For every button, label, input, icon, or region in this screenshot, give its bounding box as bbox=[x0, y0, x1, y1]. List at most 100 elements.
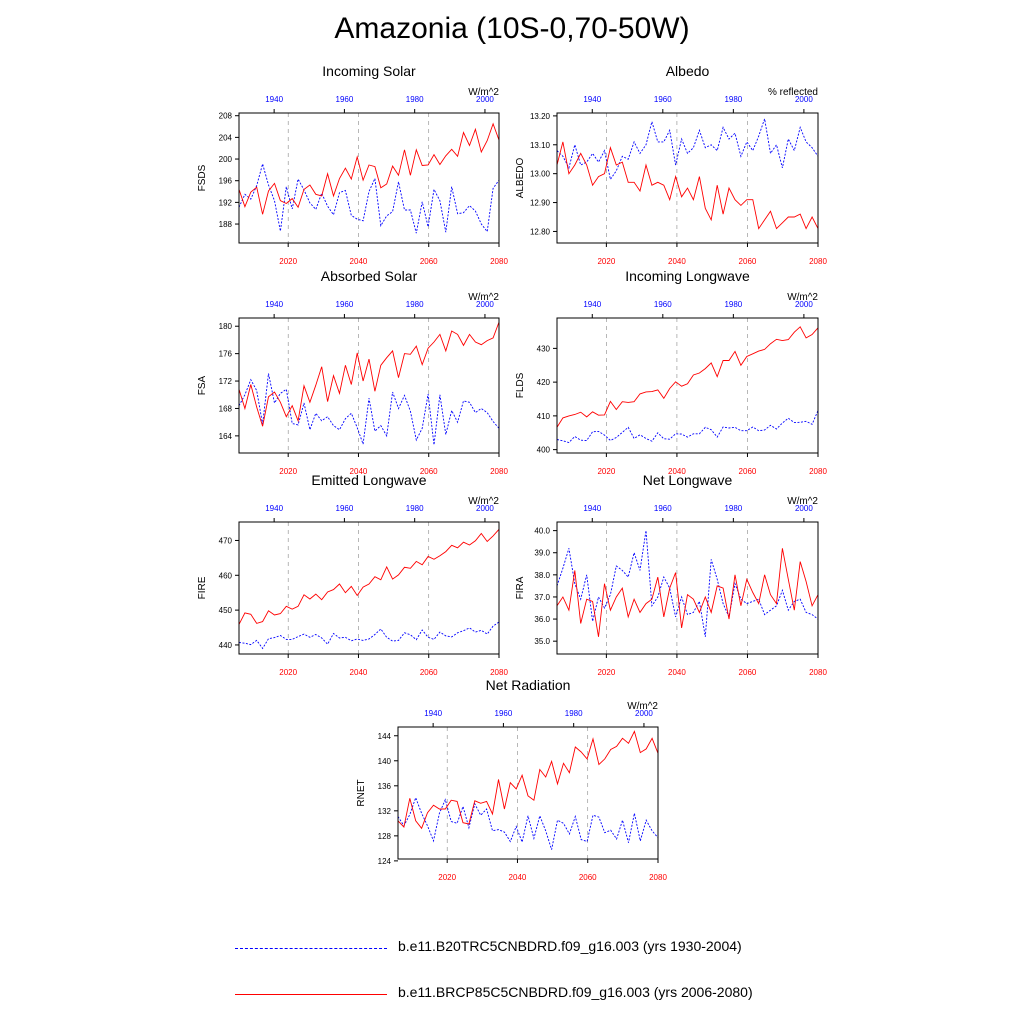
panel-units-fira: W/m^2 bbox=[787, 496, 818, 507]
series-future-fire bbox=[238, 529, 500, 625]
panel-units-albedo: % reflected bbox=[768, 87, 818, 98]
ytick-label-rnet-0: 124 bbox=[378, 857, 392, 866]
xtick-top-label-fire-1: 1960 bbox=[336, 504, 354, 513]
ytick-label-flds-0: 400 bbox=[537, 446, 551, 455]
xtick-top-label-fire-0: 1940 bbox=[265, 504, 283, 513]
xtick-bottom-label-fsa-0: 2020 bbox=[279, 467, 297, 476]
panel-units-fire: W/m^2 bbox=[468, 496, 499, 507]
series-future-fira bbox=[556, 548, 819, 637]
xtick-top-label-fsa-0: 1940 bbox=[265, 300, 283, 309]
xtick-bottom-label-fire-1: 2040 bbox=[350, 668, 368, 677]
panel-title-albedo: Albedo bbox=[666, 63, 710, 79]
series-future-albedo bbox=[556, 141, 819, 230]
legend-label-historical: b.e11.B20TRC5CNBDRD.f09_g16.003 (yrs 193… bbox=[398, 938, 742, 954]
ytick-label-rnet-4: 140 bbox=[378, 757, 392, 766]
xtick-bottom-label-albedo-1: 2040 bbox=[668, 257, 686, 266]
xtick-top-label-albedo-2: 1980 bbox=[724, 95, 742, 104]
ytick-label-fire-2: 460 bbox=[219, 571, 233, 580]
xtick-bottom-label-fsds-0: 2020 bbox=[279, 257, 297, 266]
ytick-label-rnet-1: 128 bbox=[378, 832, 392, 841]
xtick-bottom-label-rnet-1: 2040 bbox=[509, 873, 527, 882]
figure-title: Amazonia (10S-0,70-50W) bbox=[334, 12, 690, 45]
xtick-top-label-fira-3: 2000 bbox=[795, 504, 813, 513]
ylabel-flds: FLDS bbox=[515, 372, 526, 398]
series-future-flds bbox=[556, 326, 819, 428]
panel-title-flds: Incoming Longwave bbox=[625, 268, 750, 284]
ytick-label-fsds-3: 200 bbox=[219, 155, 233, 164]
ylabel-fsds: FSDS bbox=[197, 164, 208, 191]
xtick-top-label-fsa-3: 2000 bbox=[476, 300, 494, 309]
panel-units-flds: W/m^2 bbox=[787, 292, 818, 303]
series-historical-rnet bbox=[397, 796, 659, 850]
ytick-label-flds-1: 410 bbox=[537, 412, 551, 421]
plot-frame-fira bbox=[556, 521, 819, 655]
xtick-bottom-label-rnet-3: 2080 bbox=[649, 873, 667, 882]
xtick-top-label-fsds-2: 1980 bbox=[406, 95, 424, 104]
plot-frame-fsa bbox=[238, 317, 500, 454]
xtick-bottom-label-albedo-0: 2020 bbox=[597, 257, 615, 266]
legend-swatch-dashed-blue bbox=[235, 948, 387, 949]
series-historical-fsds bbox=[238, 162, 500, 234]
xtick-top-label-fsds-3: 2000 bbox=[476, 95, 494, 104]
xtick-bottom-label-fire-0: 2020 bbox=[279, 668, 297, 677]
xtick-bottom-label-fira-1: 2040 bbox=[668, 668, 686, 677]
xtick-bottom-label-fsds-3: 2080 bbox=[490, 257, 508, 266]
panel-title-fsds: Incoming Solar bbox=[322, 63, 416, 79]
xtick-top-label-flds-1: 1960 bbox=[654, 300, 672, 309]
xtick-bottom-label-flds-1: 2040 bbox=[668, 467, 686, 476]
ytick-label-flds-2: 420 bbox=[537, 378, 551, 387]
ytick-label-fira-3: 38.0 bbox=[534, 571, 550, 580]
xtick-bottom-label-flds-3: 2080 bbox=[809, 467, 827, 476]
ytick-label-albedo-2: 13.00 bbox=[530, 170, 551, 179]
ylabel-rnet: RNET bbox=[356, 779, 367, 806]
panel-units-fsds: W/m^2 bbox=[468, 87, 499, 98]
ylabel-fire: FIRE bbox=[197, 576, 208, 599]
xtick-bottom-label-albedo-2: 2060 bbox=[739, 257, 757, 266]
ytick-label-fsds-2: 196 bbox=[219, 177, 233, 186]
xtick-top-label-albedo-0: 1940 bbox=[583, 95, 601, 104]
ylabel-albedo: ALBEDO bbox=[515, 157, 526, 198]
series-historical-flds bbox=[556, 410, 819, 444]
ytick-label-fsa-0: 164 bbox=[219, 432, 233, 441]
xtick-bottom-label-flds-2: 2060 bbox=[739, 467, 757, 476]
panel-title-fira: Net Longwave bbox=[643, 472, 733, 488]
series-historical-fire bbox=[238, 621, 500, 650]
xtick-top-label-albedo-3: 2000 bbox=[795, 95, 813, 104]
xtick-bottom-label-fira-0: 2020 bbox=[597, 668, 615, 677]
xtick-top-label-rnet-0: 1940 bbox=[424, 709, 442, 718]
series-historical-albedo bbox=[556, 118, 819, 181]
xtick-bottom-label-fsds-2: 2060 bbox=[420, 257, 438, 266]
ytick-label-fsds-4: 204 bbox=[219, 133, 233, 142]
ytick-label-albedo-3: 13.10 bbox=[530, 141, 551, 150]
xtick-bottom-label-fira-3: 2080 bbox=[809, 668, 827, 677]
ytick-label-fira-5: 40.0 bbox=[534, 527, 550, 536]
xtick-bottom-label-fira-2: 2060 bbox=[739, 668, 757, 677]
panel-title-fsa: Absorbed Solar bbox=[321, 268, 418, 284]
series-historical-fsa bbox=[238, 373, 500, 445]
xtick-bottom-label-rnet-2: 2060 bbox=[579, 873, 597, 882]
plot-frame-rnet bbox=[397, 726, 659, 860]
ytick-label-fira-4: 39.0 bbox=[534, 549, 550, 558]
xtick-top-label-flds-0: 1940 bbox=[583, 300, 601, 309]
xtick-top-label-flds-2: 1980 bbox=[724, 300, 742, 309]
series-future-fsds bbox=[238, 122, 500, 215]
ylabel-fsa: FSA bbox=[197, 375, 208, 395]
ytick-label-rnet-3: 136 bbox=[378, 782, 392, 791]
ytick-label-albedo-1: 12.90 bbox=[530, 199, 551, 208]
xtick-bottom-label-fire-3: 2080 bbox=[490, 668, 508, 677]
ytick-label-fsds-0: 188 bbox=[219, 220, 233, 229]
ytick-label-rnet-2: 132 bbox=[378, 807, 392, 816]
xtick-bottom-label-rnet-0: 2020 bbox=[438, 873, 456, 882]
xtick-bottom-label-albedo-3: 2080 bbox=[809, 257, 827, 266]
xtick-bottom-label-fire-2: 2060 bbox=[420, 668, 438, 677]
panel-title-fire: Emitted Longwave bbox=[311, 472, 426, 488]
panel-units-rnet: W/m^2 bbox=[627, 701, 658, 712]
ytick-label-albedo-4: 13.20 bbox=[530, 112, 551, 121]
plot-frame-albedo bbox=[556, 112, 819, 244]
ytick-label-fire-1: 450 bbox=[219, 606, 233, 615]
legend-label-future: b.e11.BRCP85C5CNBDRD.f09_g16.003 (yrs 20… bbox=[398, 984, 753, 1000]
xtick-top-label-fira-1: 1960 bbox=[654, 504, 672, 513]
xtick-bottom-label-fsa-1: 2040 bbox=[350, 467, 368, 476]
ytick-label-fira-1: 36.0 bbox=[534, 615, 550, 624]
